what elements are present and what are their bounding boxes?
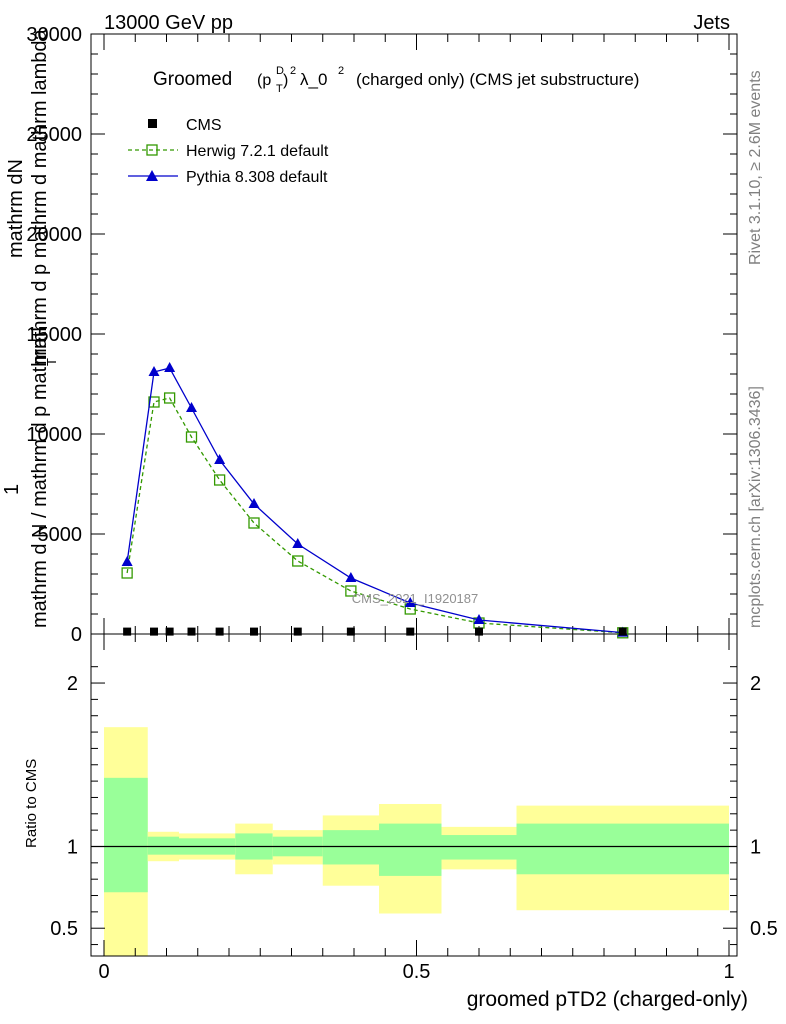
ratio-y-tick-label-right: 0.5	[750, 918, 778, 940]
pythia-point	[164, 362, 176, 372]
ylabel-sub-t: T	[44, 358, 59, 366]
pythia-point	[345, 572, 357, 582]
main-y-tick-label: 5000	[38, 524, 83, 546]
cms-point	[123, 627, 132, 636]
herwig-point	[345, 585, 357, 597]
main-y-tick-label: 15000	[26, 324, 82, 346]
pythia-point	[292, 538, 304, 548]
ratio-y-tick-label-left: 1	[67, 836, 78, 858]
ylabel-line-2: mathrm d p mathrm d mathrm lambda	[29, 28, 51, 365]
main-y-tick-label: 0	[71, 624, 82, 646]
header-energy: 13000 GeV pp	[104, 12, 233, 34]
ratio-bands	[91, 727, 737, 956]
x-tick-label: 0	[98, 961, 109, 983]
pythia-point	[214, 454, 226, 464]
ratio-band-inner-6	[379, 823, 442, 876]
ratio-band-inner-7	[441, 835, 517, 860]
ratio-band-inner-5	[322, 830, 379, 865]
cms-point	[165, 627, 174, 636]
herwig-point	[185, 431, 198, 443]
pythia-point	[186, 402, 197, 412]
herwig-point	[248, 517, 260, 529]
pythia-point	[473, 614, 485, 624]
cms-point	[187, 627, 196, 636]
x-tick-label: 1	[723, 961, 734, 983]
main-y-tick-label: 20000	[26, 224, 82, 246]
cms-point	[215, 627, 224, 636]
herwig-point	[163, 392, 176, 404]
ratio-band-inner-1	[147, 836, 179, 855]
cms-point	[475, 627, 483, 636]
title-rest: (charged only) (CMS jet substructure)	[356, 70, 639, 89]
x-tick-label: 0.5	[403, 961, 431, 983]
axis-ticks: 0 5000 10000 15000 20000 25000 30000 0 0.5 1 0.5 0.…	[26, 24, 777, 983]
legend-cms-label: CMS	[186, 117, 222, 134]
ratio-y-label: Ratio to CMS	[23, 759, 40, 848]
ylabel-line-3: 1	[1, 484, 23, 495]
cms-point	[406, 627, 415, 636]
pythia-point	[148, 366, 160, 376]
pythia-point	[121, 556, 133, 566]
title-sup-2: 2	[290, 65, 296, 77]
herwig-point	[121, 567, 133, 579]
ratio-y-tick-label-right: 2	[750, 673, 761, 695]
herwig-point	[213, 474, 226, 486]
ylabel-line-4: mathrm d N / mathrm d p mathrm	[29, 332, 51, 628]
x-axis-label: groomed pTD2 (charged-only)	[467, 988, 748, 1011]
legend-pythia-label: Pythia 8.308 default	[186, 169, 328, 186]
main-y-tick-label: 30000	[26, 24, 82, 46]
title-lambda: λ_0	[300, 70, 327, 89]
cms-point	[346, 627, 355, 636]
main-y-tick-label: 10000	[26, 424, 82, 446]
ratio-y-tick-label-left: 2	[67, 673, 78, 695]
legend-herwig-label: Herwig 7.2.1 default	[186, 143, 329, 160]
title-p: (p	[257, 72, 271, 89]
herwig-point	[292, 555, 304, 567]
ratio-band-inner-8	[516, 823, 729, 875]
cms-point	[293, 627, 302, 636]
y-axis-label: mathrm dN mathrm d p mathrm d mathrm lam…	[1, 28, 59, 628]
legend-cms-marker	[148, 119, 157, 128]
title-groomed: Groomed	[153, 69, 232, 90]
cms-point	[150, 627, 158, 636]
title-sup-d: D	[276, 65, 284, 77]
herwig-point	[148, 396, 160, 408]
series-layer	[121, 362, 629, 639]
title-sub-t: T	[276, 83, 283, 95]
ratio-y-tick-label-right: 1	[750, 836, 761, 858]
plot-title: Groomed (p D T ) 2 λ_0 2 (charged only) …	[153, 65, 639, 95]
ratio-band-inner-0	[104, 777, 148, 893]
ylabel-line-1: mathrm dN	[5, 159, 27, 258]
rivet-label: Rivet 3.1.10, ≥ 2.6M events	[747, 70, 764, 265]
legend-herwig-marker	[146, 144, 158, 156]
mcplots-label: mcplots.cern.ch [arXiv:1306.3436]	[747, 386, 764, 628]
legend: CMS Herwig 7.2.1 default Pythia 8.308 de…	[128, 117, 329, 186]
pythia-point	[404, 597, 416, 607]
cms-point	[250, 627, 258, 636]
main-y-tick-label: 25000	[26, 124, 82, 146]
pythia-point	[248, 498, 260, 508]
analysis-watermark: CMS_2021_I1920187	[352, 591, 479, 606]
ratio-y-tick-label-left: 0.5	[50, 918, 78, 940]
title-sup-2b: 2	[338, 65, 344, 77]
cms-point	[618, 627, 627, 636]
title-close: )	[283, 72, 288, 89]
legend-pythia-marker	[146, 170, 158, 181]
header-jets: Jets	[693, 12, 730, 34]
